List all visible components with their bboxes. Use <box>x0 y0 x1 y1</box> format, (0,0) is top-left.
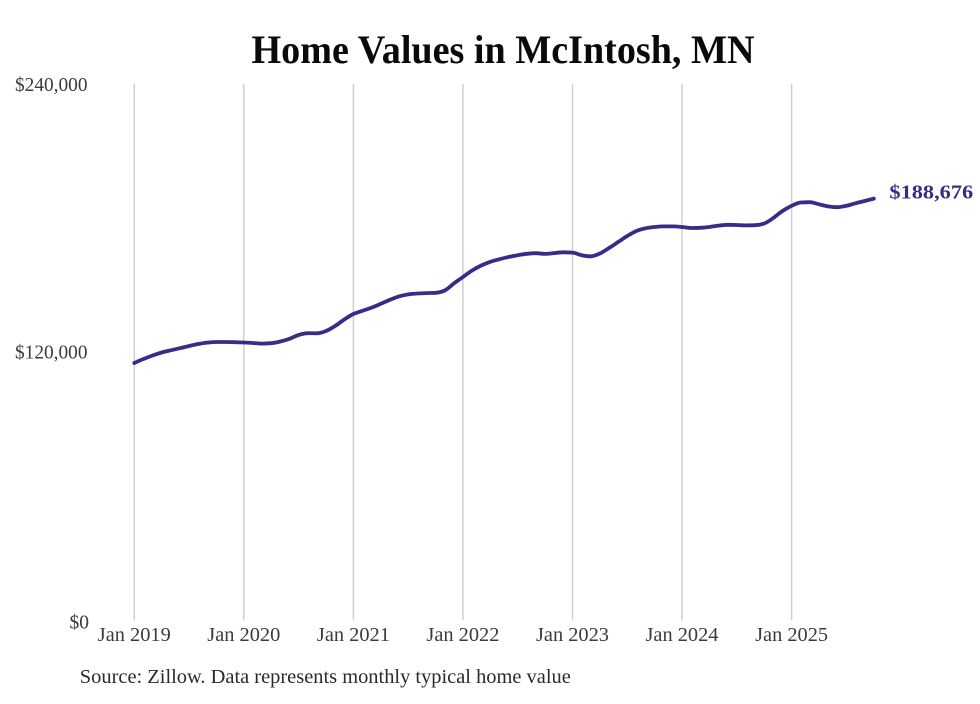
svg-text:Jan 2023: Jan 2023 <box>536 625 609 646</box>
svg-text:$240,000: $240,000 <box>15 75 88 96</box>
svg-text:Jan 2019: Jan 2019 <box>98 625 171 646</box>
svg-text:Jan 2021: Jan 2021 <box>317 625 390 646</box>
svg-text:Source: Zillow. Data represent: Source: Zillow. Data represents monthly … <box>80 666 571 688</box>
svg-text:$188,676: $188,676 <box>889 182 973 204</box>
svg-text:Jan 2025: Jan 2025 <box>755 625 828 646</box>
svg-text:$0: $0 <box>70 613 90 634</box>
svg-text:Jan 2020: Jan 2020 <box>207 625 280 646</box>
svg-text:Home Values in McIntosh, MN: Home Values in McIntosh, MN <box>252 27 755 72</box>
svg-text:$120,000: $120,000 <box>15 342 88 363</box>
svg-text:Jan 2022: Jan 2022 <box>426 625 499 646</box>
svg-text:Jan 2024: Jan 2024 <box>646 625 719 646</box>
